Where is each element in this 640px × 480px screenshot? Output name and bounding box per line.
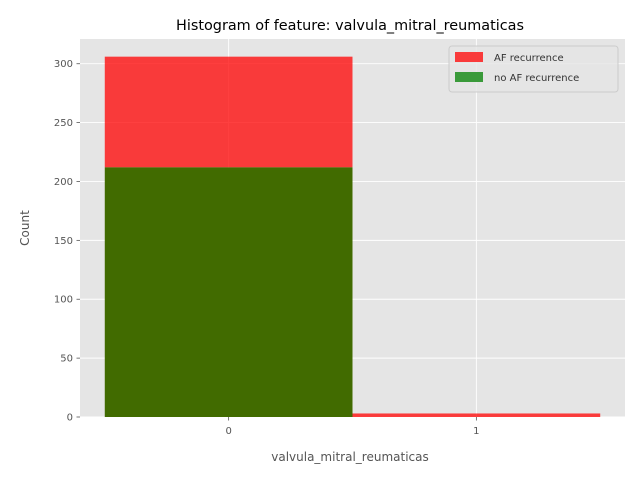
legend-swatch <box>455 72 483 82</box>
bar-af-recurrence <box>104 56 353 168</box>
y-tick-label: 250 <box>54 118 73 129</box>
y-tick-label: 0 <box>67 413 73 424</box>
y-axis-label: Count <box>18 210 32 246</box>
y-tick-label: 150 <box>54 236 73 247</box>
y-tick-label: 300 <box>54 59 73 70</box>
legend-label: AF recurrence <box>494 53 564 64</box>
x-tick-label: 0 <box>225 426 231 437</box>
legend-swatch <box>455 52 483 62</box>
legend-frame <box>448 45 619 93</box>
y-axis-ticks: 0 50 100 150 200 250 300 <box>54 59 80 424</box>
y-tick-label: 50 <box>60 354 73 365</box>
chart-title: Histogram of feature: valvula_mitral_reu… <box>176 18 524 34</box>
legend-label: no AF recurrence <box>494 73 579 84</box>
y-tick-label: 100 <box>54 295 73 306</box>
y-tick-label: 200 <box>54 177 73 188</box>
bar-overlap <box>104 167 353 417</box>
x-axis-label: valvula_mitral_reumaticas <box>271 450 428 464</box>
x-tick-label: 1 <box>473 426 479 437</box>
bar-af-recurrence <box>352 413 601 417</box>
bars <box>104 56 601 417</box>
legend: AF recurrence no AF recurrence <box>448 45 619 93</box>
